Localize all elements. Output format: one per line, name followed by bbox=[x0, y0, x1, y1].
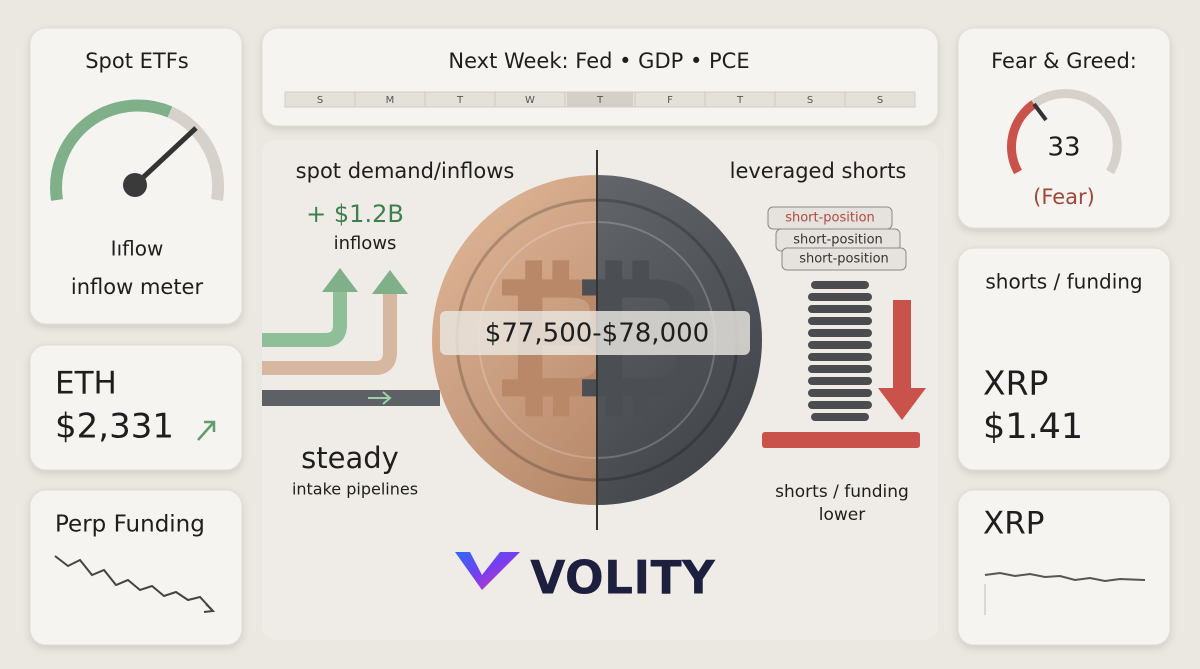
arrow-head bbox=[203, 603, 216, 613]
day-label: W bbox=[525, 95, 535, 106]
calendar-card bbox=[261, 27, 939, 127]
card-title: shorts / funding bbox=[985, 270, 1142, 294]
xrp-funding-card bbox=[957, 247, 1171, 471]
short-pill bbox=[781, 247, 907, 271]
shorts-caption: lower bbox=[819, 505, 865, 525]
gauge-needle bbox=[133, 126, 198, 187]
pipe bbox=[262, 290, 347, 347]
card-title: Fear & Greed: bbox=[991, 49, 1137, 73]
calendar-title: Next Week: Fed • GDP • PCE bbox=[448, 49, 749, 73]
logo-mark bbox=[455, 552, 520, 590]
gauge-value: 33 bbox=[1047, 133, 1080, 163]
price-range: $77,500-$78,000 bbox=[485, 319, 709, 349]
down-arrow bbox=[893, 300, 911, 390]
inflow-label: inflows bbox=[334, 233, 397, 254]
pipe-arrow bbox=[372, 270, 408, 294]
day-label: T bbox=[736, 95, 744, 106]
price: $2,331 bbox=[55, 407, 174, 447]
inflow-amount: + $1.2B bbox=[306, 200, 404, 228]
coil bbox=[808, 281, 872, 421]
short-label: short-position bbox=[785, 211, 875, 226]
short-stack: short-position short-position short-positi… bbox=[767, 206, 907, 271]
section-title: spot demand/inflows bbox=[296, 159, 515, 183]
steady: steady bbox=[301, 441, 399, 475]
down-arrow-head bbox=[878, 388, 926, 420]
day-label: S bbox=[877, 95, 883, 106]
gauge-label: Iıflow bbox=[111, 237, 164, 261]
xrp-card bbox=[957, 489, 1171, 646]
caption: inflow meter bbox=[71, 275, 204, 299]
fear-greed-card bbox=[957, 27, 1171, 229]
gauge-arc bbox=[1007, 100, 1037, 175]
shorts-caption: shorts / funding bbox=[775, 482, 909, 502]
base-plate bbox=[762, 432, 920, 448]
up-arrow bbox=[197, 420, 216, 441]
perp-card bbox=[29, 489, 243, 646]
flow-arrow bbox=[368, 391, 392, 405]
day-label: F bbox=[667, 95, 673, 106]
sparkline bbox=[54, 555, 213, 611]
day-label: S bbox=[317, 95, 323, 106]
gauge-arc bbox=[50, 99, 173, 201]
pipelines: intake pipelines bbox=[292, 480, 418, 499]
eth-card bbox=[29, 344, 243, 471]
day-highlight bbox=[567, 92, 633, 107]
day-label: S bbox=[807, 95, 813, 106]
symbol: ETH bbox=[55, 366, 117, 402]
gauge-arc bbox=[167, 106, 225, 201]
spring bbox=[808, 281, 872, 421]
day-label: M bbox=[386, 95, 395, 106]
brand: VOLITY bbox=[530, 551, 716, 605]
day-label: T bbox=[456, 95, 464, 106]
day-label: T bbox=[596, 95, 604, 106]
gauge-label: (Fear) bbox=[1033, 185, 1095, 209]
short-label: short-position bbox=[799, 252, 889, 267]
sparkline bbox=[984, 571, 1146, 583]
pipe-arrow bbox=[322, 268, 358, 292]
short-label: short-position bbox=[793, 233, 883, 248]
card-title: Perp Funding bbox=[55, 512, 205, 538]
symbol: XRP bbox=[983, 364, 1048, 403]
section-title: leveraged shorts bbox=[730, 159, 907, 183]
gauge-arc bbox=[1031, 89, 1122, 175]
price-box bbox=[440, 311, 750, 355]
price: $1.41 bbox=[983, 407, 1083, 447]
symbol: XRP bbox=[983, 506, 1044, 542]
gauge-needle bbox=[1032, 102, 1048, 122]
card-title: Spot ETFs bbox=[85, 49, 189, 73]
gauge-hub bbox=[123, 173, 147, 197]
pipe bbox=[262, 292, 397, 375]
